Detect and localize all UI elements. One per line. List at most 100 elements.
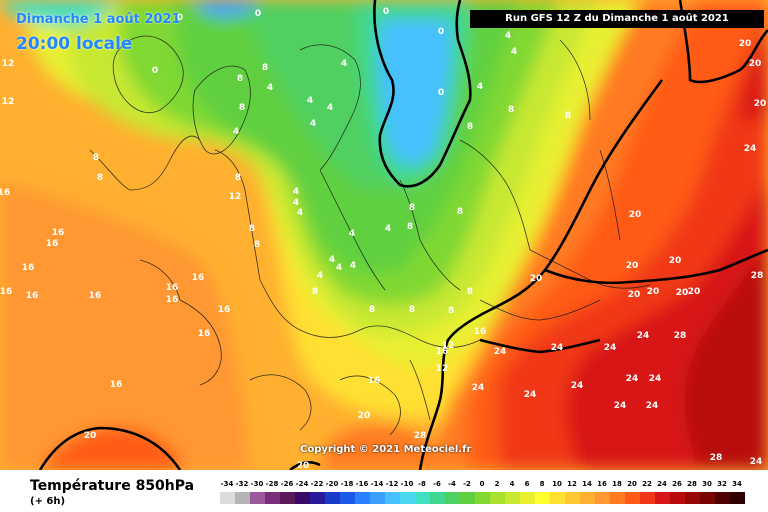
isotherm-label: 8 <box>467 122 473 132</box>
legend-swatch <box>324 492 340 504</box>
isotherm-label: 20 <box>739 39 752 49</box>
legend-swatch <box>414 492 430 504</box>
legend-swatch <box>534 492 550 504</box>
legend-tick-label: -8 <box>418 480 426 488</box>
isotherm-label: 20 <box>629 210 642 220</box>
isotherm-label: 24 <box>614 401 627 411</box>
isotherm-label: 16 <box>46 239 59 249</box>
legend-swatch <box>489 492 505 504</box>
isotherm-label: 16 <box>218 305 231 315</box>
run-label: Run GFS 12 Z du Dimanche 1 août 2021 <box>470 10 764 28</box>
isotherm-label: 4 <box>505 31 511 41</box>
legend-swatch <box>474 492 490 504</box>
legend-swatch <box>729 492 745 504</box>
isotherm-label: 4 <box>511 47 517 57</box>
legend-tick-label: -30 <box>250 480 264 488</box>
legend-tick-label: -14 <box>370 480 384 488</box>
isotherm-label: 8 <box>409 203 415 213</box>
isotherm-label: 4 <box>477 82 483 92</box>
legend-swatch <box>549 492 565 504</box>
isotherm-label: 0 <box>177 13 183 23</box>
legend-swatch <box>429 492 445 504</box>
legend-swatch <box>339 492 355 504</box>
isotherm-label: 20 <box>676 288 689 298</box>
isotherm-label: 0 <box>255 9 261 19</box>
legend-tick-label: 34 <box>732 480 742 488</box>
isotherm-label: 12 <box>442 341 455 351</box>
isotherm-label: 8 <box>312 287 318 297</box>
isotherm-label: 12 <box>2 59 15 69</box>
isotherm-label: 8 <box>93 153 99 163</box>
legend-tick-label: 0 <box>479 480 485 488</box>
isotherm-label: 8 <box>457 207 463 217</box>
isotherm-label: 8 <box>235 173 241 183</box>
legend-swatch <box>669 492 685 504</box>
isotherm-label: 8 <box>448 306 454 316</box>
legend-swatch <box>714 492 730 504</box>
isotherm-label: 8 <box>97 173 103 183</box>
legend-tick-label: 28 <box>687 480 697 488</box>
isotherm-label: 24 <box>637 331 650 341</box>
legend-swatch <box>579 492 595 504</box>
isotherm-label: 24 <box>494 347 507 357</box>
isotherm-label: 20 <box>688 287 701 297</box>
isotherm-label: 28 <box>674 331 687 341</box>
legend-tick-label: 10 <box>552 480 562 488</box>
legend-swatch <box>609 492 625 504</box>
legend-swatch <box>684 492 700 504</box>
isotherm-label: 20 <box>754 99 767 109</box>
isotherm-label: 4 <box>327 103 333 113</box>
isotherm-label: 20 <box>749 59 762 69</box>
isotherm-label: 16 <box>192 273 205 283</box>
legend-swatch <box>699 492 715 504</box>
legend-swatch <box>519 492 535 504</box>
legend-swatch <box>294 492 310 504</box>
isotherm-label: 24 <box>649 374 662 384</box>
isotherm-label: 24 <box>551 343 564 353</box>
legend-tick-label: 8 <box>539 480 545 488</box>
legend-tick-label: -28 <box>265 480 279 488</box>
legend-tick-label: -10 <box>400 480 414 488</box>
legend-swatch <box>249 492 265 504</box>
legend-tick-label: 20 <box>627 480 637 488</box>
isotherm-label: 24 <box>604 343 617 353</box>
isotherm-label: 12 <box>436 364 449 374</box>
legend-tick-label: 6 <box>524 480 530 488</box>
legend-tick-label: -4 <box>448 480 456 488</box>
isotherm-label: 28 <box>414 431 427 441</box>
legend-tick-label: 2 <box>494 480 500 488</box>
legend-swatch <box>279 492 295 504</box>
legend-swatch <box>234 492 250 504</box>
time-line: 20:00 locale <box>16 34 133 54</box>
map-title: Température 850hPa <box>30 478 195 494</box>
legend-swatch <box>369 492 385 504</box>
isotherm-label: 8 <box>467 287 473 297</box>
isotherm-label: 20 <box>297 461 310 470</box>
legend-tick-label: 32 <box>717 480 727 488</box>
isotherm-label: 4 <box>307 96 313 106</box>
legend-swatch <box>264 492 280 504</box>
legend-tick-label: -2 <box>463 480 471 488</box>
isotherm-label: 28 <box>751 271 764 281</box>
isotherm-label: 8 <box>249 224 255 234</box>
isotherm-label: 24 <box>626 374 639 384</box>
isotherm-label: 16 <box>26 291 39 301</box>
isotherm-label: 4 <box>293 187 299 197</box>
legend-tick-label: -26 <box>280 480 294 488</box>
isotherm-label: 16 <box>52 228 65 238</box>
isotherm-label: 16 <box>22 263 35 273</box>
legend-swatch <box>504 492 520 504</box>
legend-tick-label: -22 <box>310 480 324 488</box>
isotherm-label: 20 <box>530 274 543 284</box>
isotherm-label: 0 <box>152 66 158 76</box>
isotherm-label: 4 <box>329 255 335 265</box>
legend-tick-label: 16 <box>597 480 607 488</box>
legend-swatch <box>354 492 370 504</box>
isotherm-label: 4 <box>350 261 356 271</box>
legend-swatch <box>639 492 655 504</box>
isotherm-label: 24 <box>744 144 757 154</box>
legend-tick-label: 4 <box>509 480 515 488</box>
isotherm-label: 16 <box>166 295 179 305</box>
